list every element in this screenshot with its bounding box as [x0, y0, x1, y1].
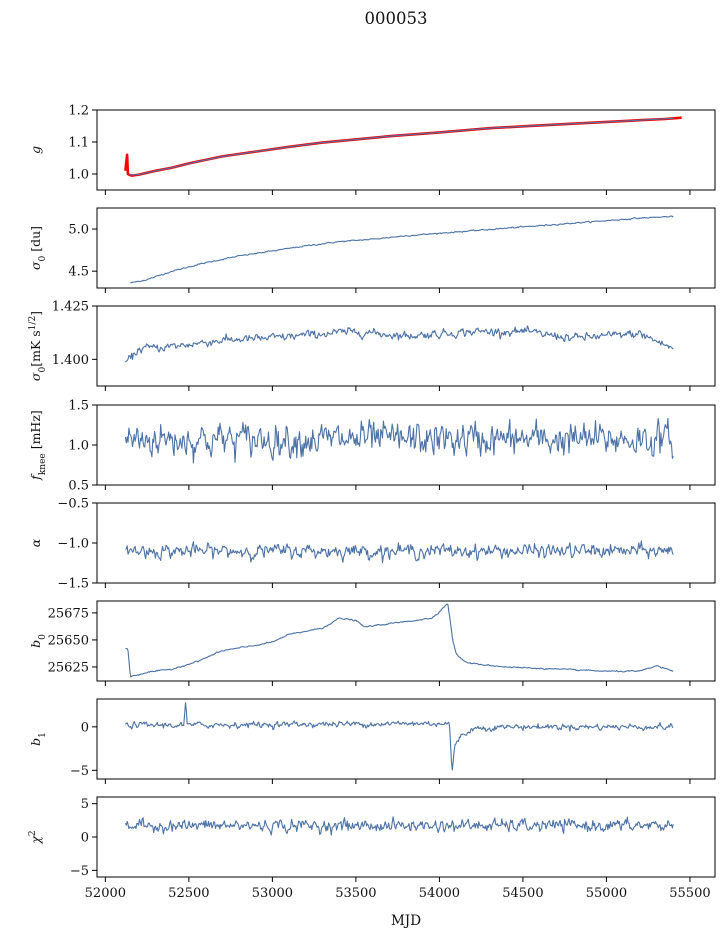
y-tick-label: 5: [81, 797, 89, 812]
panel-2: 4.5 5.0 σ0 [du]: [28, 207, 716, 293]
x-tick-label: 55500: [669, 886, 710, 901]
y-tick-label: 4.5: [68, 265, 89, 280]
y-tick-label: 1.0: [68, 168, 89, 183]
axes-frame: [96, 404, 716, 486]
series-line-4-1: [124, 417, 674, 464]
y-tick-label: 1.425: [52, 300, 89, 315]
series-line-2-1: [130, 215, 674, 284]
panel-3: 1.400 1.425 σ0[mK s1/2]: [28, 300, 716, 391]
y-tick-label: −1.0: [57, 537, 89, 552]
y-tick-label: 0.5: [68, 479, 89, 494]
y-tick-label: −0.5: [57, 497, 89, 512]
x-tick-label: 54500: [502, 886, 543, 901]
panel-4: 0.5 1.0 1.5 fknee [mHz]: [28, 399, 716, 494]
y-axis-label: g: [28, 146, 43, 154]
series-line-7-1: [125, 702, 674, 771]
y-axis-label: σ0[mK s1/2]: [28, 311, 48, 381]
x-tick-label: 52000: [85, 886, 126, 901]
panel-5: −1.5 −1.0 −0.5 α: [28, 497, 716, 592]
x-tick-label: 53000: [252, 886, 293, 901]
y-tick-label: 25625: [48, 660, 89, 675]
x-axis-label: MJD: [391, 913, 421, 929]
series-line-6-1: [125, 603, 674, 678]
y-tick-label: 5.0: [68, 223, 89, 238]
y-tick-label: 25675: [48, 606, 89, 621]
axes-frame: [96, 207, 716, 289]
series-line-8-1: [124, 816, 674, 836]
y-axis-label: χ2: [28, 830, 43, 844]
y-tick-label: 1.400: [52, 353, 89, 368]
panel-8: −5 0 5 52000 52500 53000 53500 54000 54500 55000 5…: [28, 796, 716, 901]
y-axis-label: σ0 [du]: [28, 226, 48, 270]
panels-container: 1.0 1.1 1.2 g 4.5 5.0 σ0 [du] 1.400 1.425 σ0[mK s…: [28, 104, 716, 901]
axes-frame: [96, 796, 716, 878]
axes-frame: [96, 698, 716, 780]
panel-7: −5 0 b1: [28, 698, 716, 784]
y-tick-label: 1.1: [68, 136, 89, 151]
y-tick-label: 25650: [48, 633, 89, 648]
x-tick-label: 53500: [335, 886, 376, 901]
y-tick-label: 1.2: [68, 104, 89, 119]
series-line-1-2: [128, 117, 674, 176]
y-axis-label: fknee [mHz]: [28, 410, 48, 481]
axes-frame: [96, 305, 716, 387]
figure-title: 000053: [365, 9, 428, 28]
x-tick-label: 55000: [586, 886, 627, 901]
x-tick-label: 52500: [168, 886, 209, 901]
series-line-3-1: [124, 325, 674, 363]
y-axis-label: b0: [28, 634, 48, 648]
axes-frame: [96, 502, 716, 584]
y-tick-label: −1.5: [57, 577, 89, 592]
y-tick-label: 0: [81, 720, 89, 735]
y-tick-label: 1.5: [68, 399, 89, 414]
y-axis-label: b1: [28, 732, 48, 746]
y-tick-label: −5: [70, 864, 89, 879]
series-line-1-1: [124, 116, 682, 177]
y-axis-label: α: [28, 538, 43, 547]
axes-frame: [96, 600, 716, 682]
series-line-5-1: [125, 540, 674, 564]
panel-1: 1.0 1.1 1.2 g: [28, 104, 716, 195]
y-tick-label: −5: [70, 764, 89, 779]
y-tick-label: 1.0: [68, 439, 89, 454]
y-tick-label: 0: [81, 831, 89, 846]
axes-frame: [96, 109, 716, 191]
x-tick-label: 54000: [419, 886, 460, 901]
